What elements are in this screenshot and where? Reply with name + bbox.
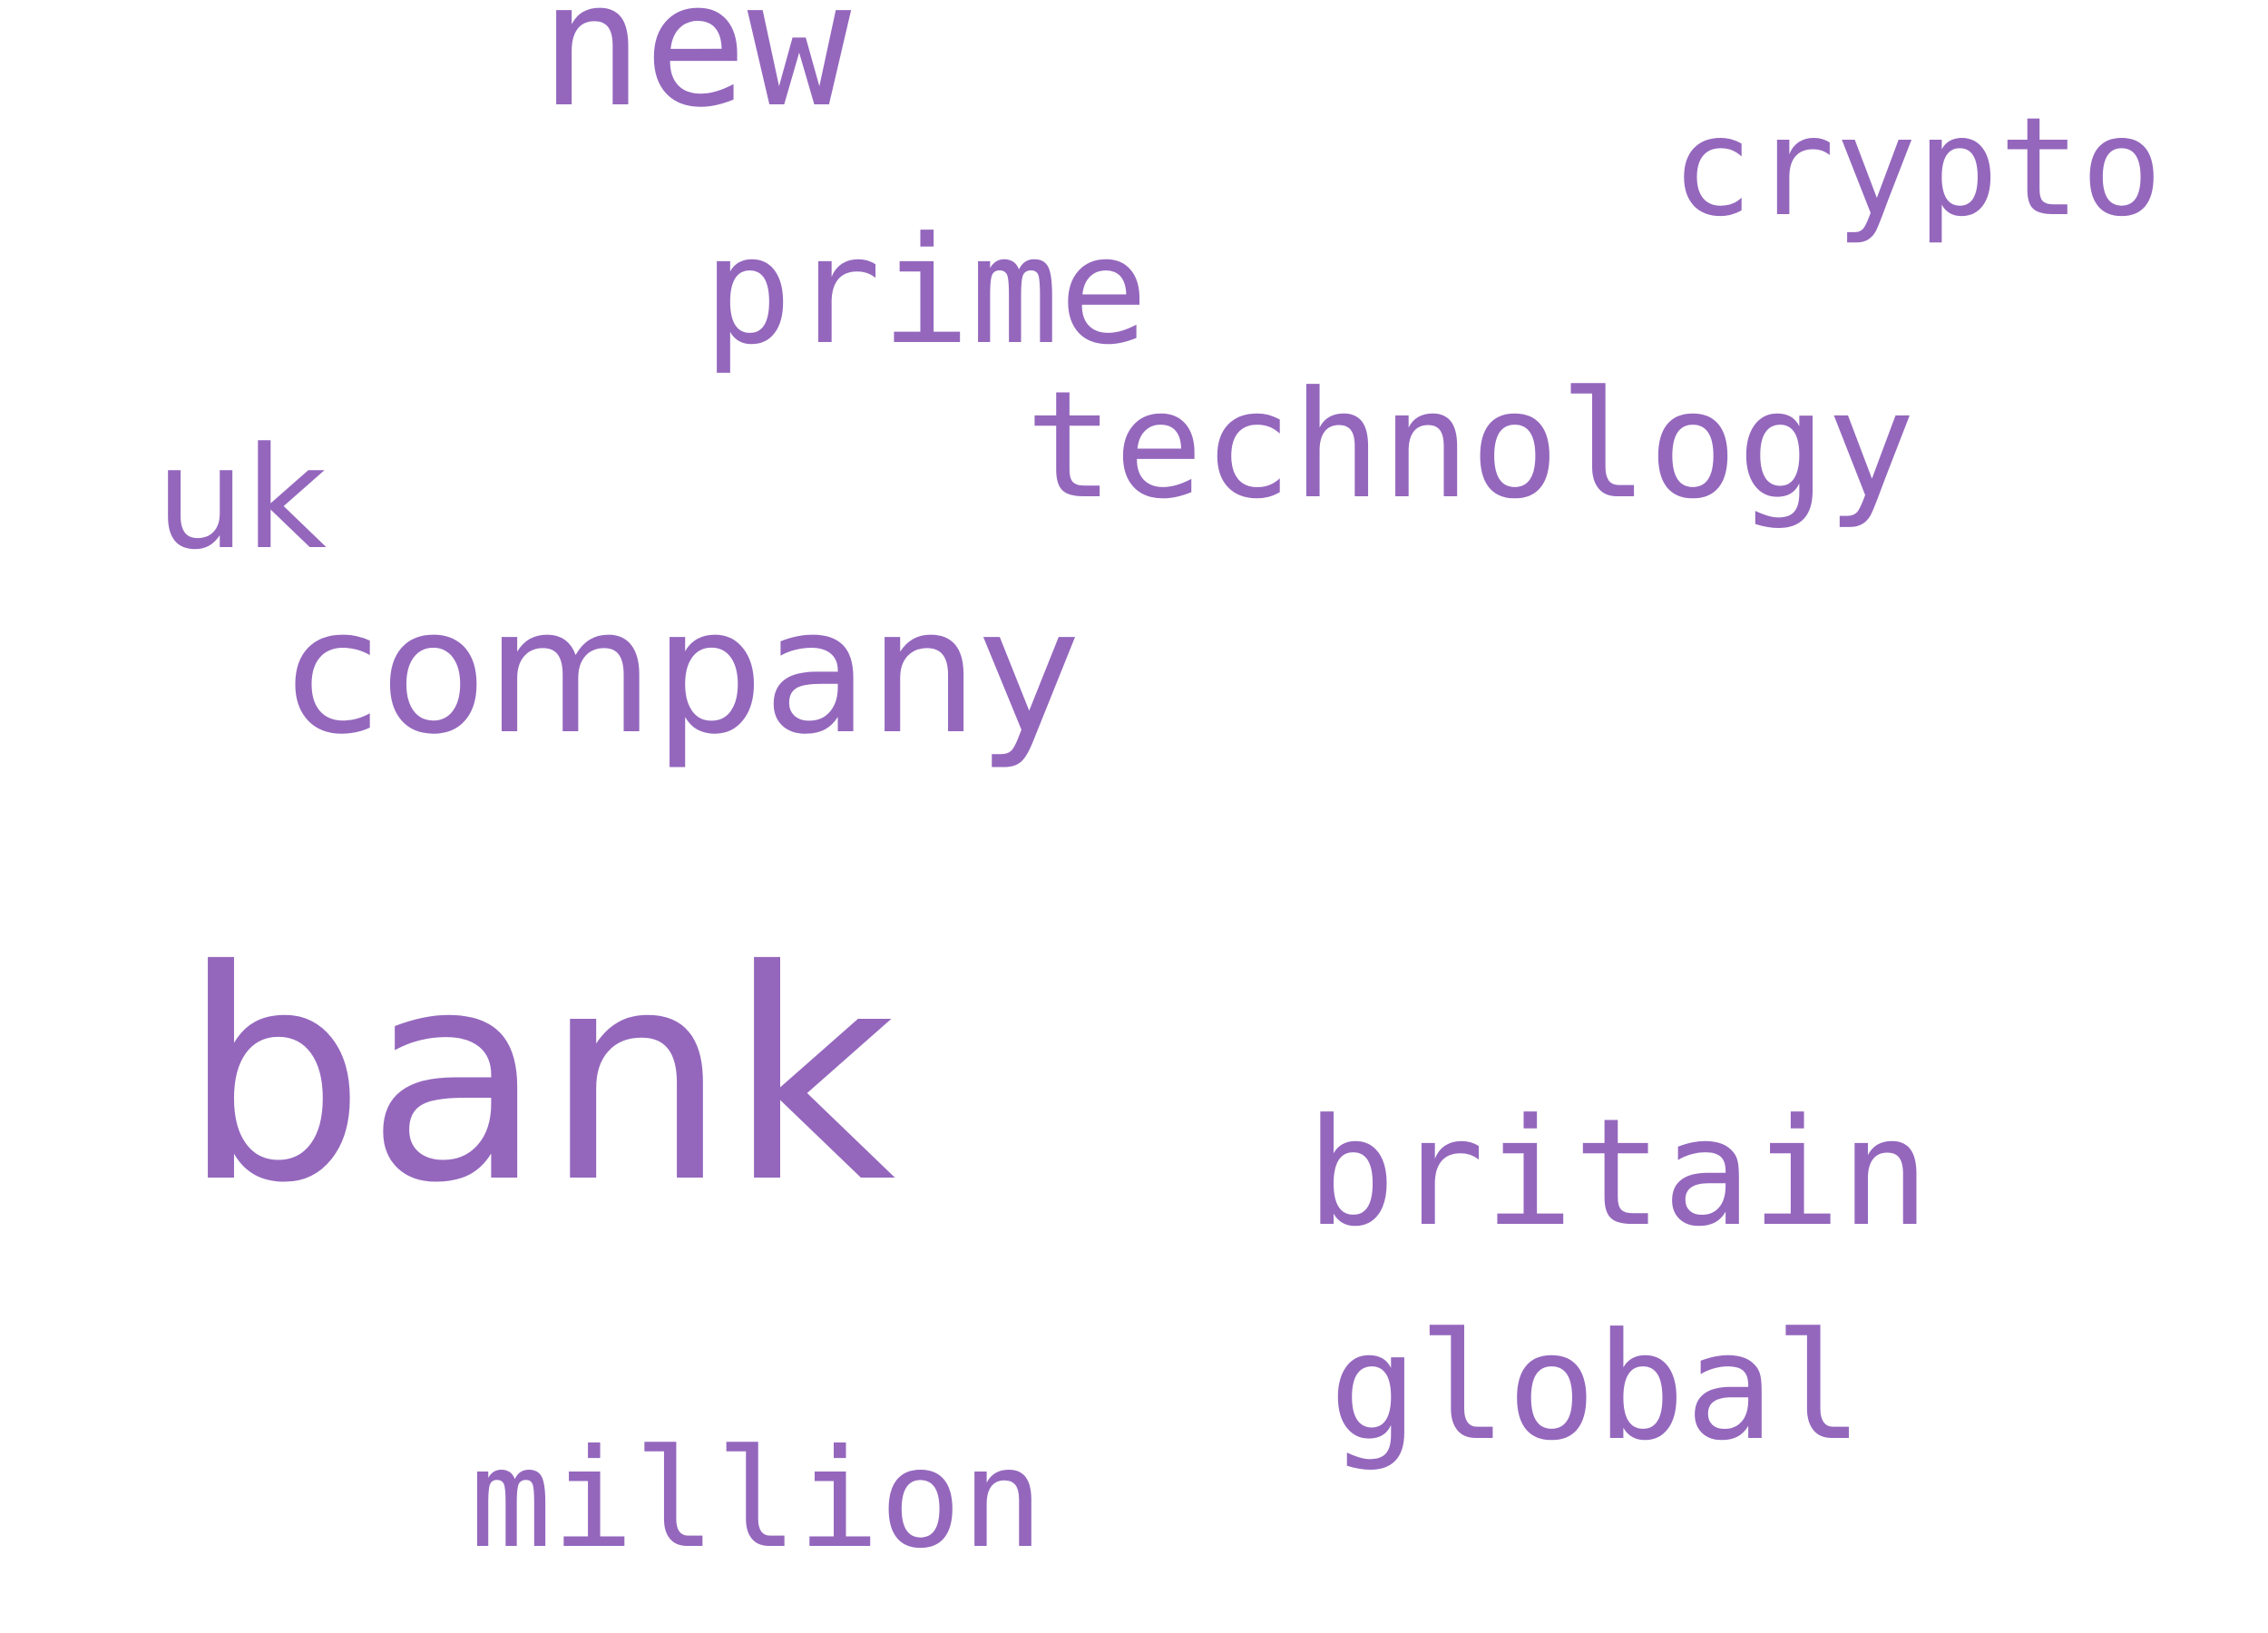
word-technology: technology — [1025, 360, 1916, 532]
word-company: company — [286, 572, 1080, 772]
word-prime: prime — [703, 206, 1149, 377]
word-million: million — [470, 1421, 1044, 1579]
word-global: global — [1329, 1302, 1863, 1473]
word-bank: bank — [181, 909, 896, 1247]
word-uk: uk — [156, 416, 327, 581]
word-britain: britain — [1306, 1088, 1930, 1259]
word-new: new — [540, 0, 852, 145]
word-crypto: crypto — [1671, 89, 2163, 247]
